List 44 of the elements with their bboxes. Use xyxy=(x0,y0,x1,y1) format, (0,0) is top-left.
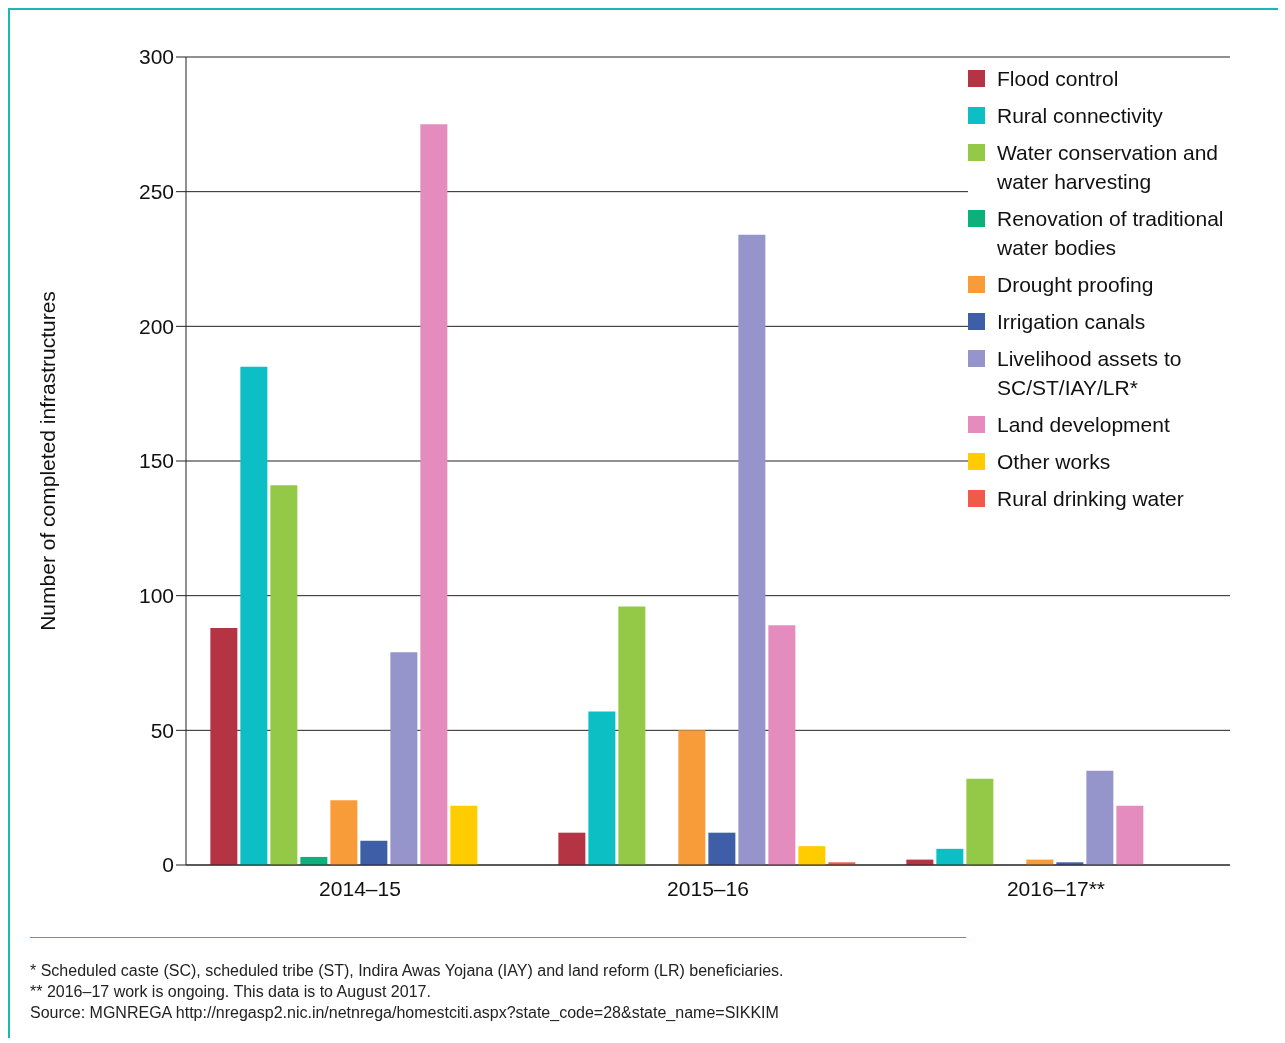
bar xyxy=(1116,805,1144,865)
y-tick-label: 50 xyxy=(150,718,174,742)
y-tick-label: 150 xyxy=(138,449,174,473)
bar xyxy=(558,832,586,865)
x-tick-label: 2015–16 xyxy=(667,876,749,900)
bar xyxy=(420,124,448,865)
text: * Scheduled caste (SC), scheduled tribe (ST), Indira Awas Yojana (IAY) and land reform (LR) beneficiaries. xyxy=(30,961,784,981)
bar xyxy=(450,805,478,865)
bar xyxy=(360,840,388,865)
bar xyxy=(618,606,646,865)
bar xyxy=(798,846,826,865)
y-tick-label: 250 xyxy=(138,180,174,204)
bar xyxy=(270,485,298,865)
legend-label: Drought proofing xyxy=(997,272,1154,298)
legend-label: Land development xyxy=(997,412,1170,438)
bar xyxy=(738,234,766,865)
legend-label: Livelihood assets to SC/ST/IAY/LR* xyxy=(997,346,1183,401)
bar xyxy=(708,832,736,865)
y-tick-label: 200 xyxy=(138,314,174,338)
x-tick-label: 2014–15 xyxy=(319,876,401,900)
legend-label: Flood control xyxy=(997,66,1119,92)
legend-label: Other works xyxy=(997,449,1111,475)
legend-label: Rural drinking water xyxy=(997,486,1184,512)
y-tick-label: 100 xyxy=(138,584,174,608)
bar xyxy=(240,366,268,865)
source-note: Source: MGNREGA http://nregasp2.nic.in/netnrega/homestciti.aspx?state_code=28&state_name=SIKKIM xyxy=(30,1003,780,1023)
bar xyxy=(330,800,358,865)
legend-label: Irrigation canals xyxy=(997,309,1146,335)
bar xyxy=(768,625,796,865)
bar xyxy=(210,627,238,865)
y-tick-label: 300 xyxy=(138,45,174,69)
bar xyxy=(588,711,616,865)
y-tick-label: 0 xyxy=(162,853,174,877)
legend-label: Water conservation and water harvesting xyxy=(997,140,1219,195)
legend-label: Renovation of traditional water bodies xyxy=(997,206,1225,261)
bar xyxy=(678,730,706,865)
bar xyxy=(1086,770,1114,865)
x-tick-label: 2016–17** xyxy=(1006,876,1106,900)
bar xyxy=(936,848,964,865)
bar xyxy=(966,778,994,865)
text: ** 2016–17 work is ongoing. This data is to August 2017. xyxy=(30,982,432,1002)
y-axis-title: Number of completed infrastructures xyxy=(36,291,60,631)
bar xyxy=(390,652,418,865)
legend-label: Rural connectivity xyxy=(997,103,1163,129)
